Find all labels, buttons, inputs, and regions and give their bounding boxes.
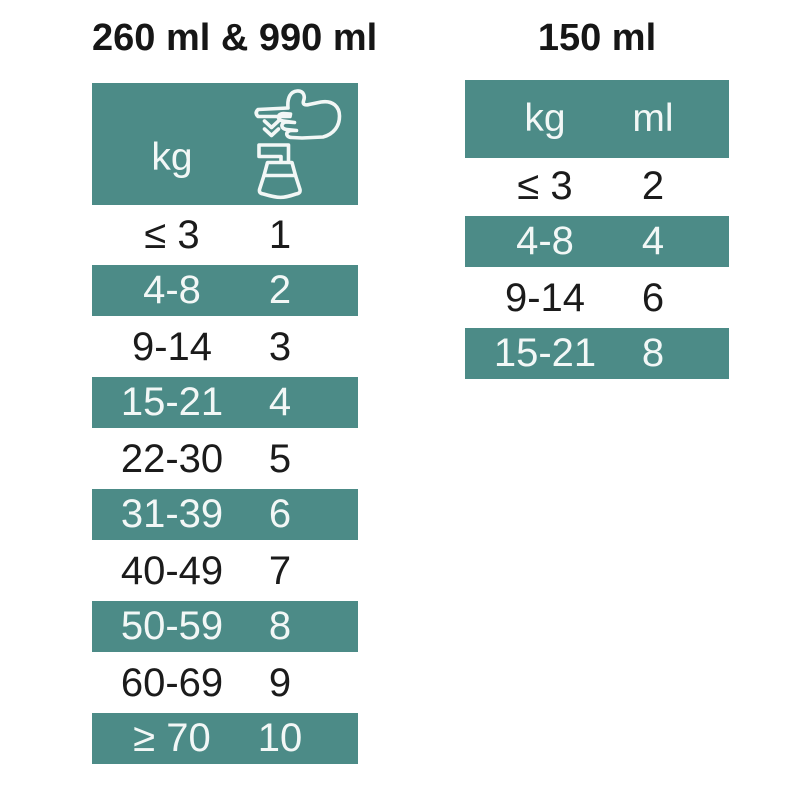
- kg-range-cell: 31-39: [120, 492, 224, 536]
- kg-range-cell: 9-14: [131, 324, 213, 369]
- bottle-shoulder: [257, 173, 302, 200]
- kg-column-header: kg: [524, 97, 566, 140]
- kg-range-cell: 4-8: [516, 219, 574, 263]
- doses-cell: 8: [268, 604, 292, 648]
- table-row: ≤ 3 1: [92, 207, 358, 263]
- table-row: ≤ 3 2: [465, 158, 729, 214]
- doses-cell: 2: [268, 268, 292, 312]
- chevron-down-icon: [262, 119, 281, 138]
- doses-cell: 4: [268, 380, 292, 424]
- table-row: 4-8 4: [465, 214, 729, 270]
- left-table-title: 260 ml & 990 ml: [92, 17, 378, 59]
- doses-cell: 10: [257, 716, 303, 760]
- kg-range-cell: 60-69: [120, 660, 224, 705]
- table-row: 9-14 6: [465, 270, 729, 326]
- kg-range-cell: 22-30: [120, 436, 224, 481]
- dosing-table-260-990: kg ≤ 3 1 4-8 2: [92, 83, 358, 767]
- table-body: ≤ 3 2 4-8 4 9-14 6 15-21 8: [465, 158, 729, 382]
- doses-cell: 9: [268, 660, 292, 705]
- table-row: 50-59 8: [92, 599, 358, 655]
- table-row: 31-39 6: [92, 487, 358, 543]
- dosing-table-150: kg ml ≤ 3 2 4-8 4 9-14 6 15-21 8: [465, 80, 729, 382]
- kg-range-cell: 40-49: [120, 548, 224, 593]
- table-header: kg: [92, 83, 358, 205]
- kg-column-header: kg: [151, 136, 193, 179]
- table-row: 60-69 9: [92, 655, 358, 711]
- ml-cell: 6: [641, 275, 665, 320]
- doses-cell: 6: [268, 492, 292, 536]
- kg-range-cell: ≥ 70: [133, 716, 211, 760]
- kg-range-cell: 9-14: [504, 275, 586, 320]
- ml-cell: 8: [641, 331, 665, 375]
- press-pump-icon: [254, 89, 342, 200]
- kg-range-cell: 4-8: [143, 268, 201, 312]
- pump-spout: [257, 143, 291, 164]
- pointing-hand-icon: [254, 89, 342, 140]
- kg-range-cell: ≤ 3: [517, 163, 573, 208]
- table-row: ≥ 70 10: [92, 711, 358, 767]
- doses-cell: 1: [268, 212, 292, 257]
- table-row: 15-21 4: [92, 375, 358, 431]
- doses-cell: 3: [268, 324, 292, 369]
- doses-cell: 7: [268, 548, 292, 593]
- pump-collar: [262, 160, 298, 178]
- table-body: ≤ 3 1 4-8 2 9-14 3 15-21 4 22-30 5 31-39…: [92, 207, 358, 767]
- ml-cell: 2: [641, 163, 665, 208]
- table-row: 22-30 5: [92, 431, 358, 487]
- table-row: 40-49 7: [92, 543, 358, 599]
- right-table-title: 150 ml: [537, 17, 657, 59]
- kg-range-cell: 15-21: [493, 331, 597, 375]
- table-row: 4-8 2: [92, 263, 358, 319]
- doses-cell: 5: [268, 436, 292, 481]
- ml-cell: 4: [641, 219, 665, 263]
- ml-column-header: ml: [632, 97, 674, 140]
- kg-range-cell: ≤ 3: [144, 212, 200, 257]
- kg-range-cell: 50-59: [120, 604, 224, 648]
- table-header: kg ml: [465, 80, 729, 158]
- table-row: 9-14 3: [92, 319, 358, 375]
- table-row: 15-21 8: [465, 326, 729, 382]
- kg-range-cell: 15-21: [120, 380, 224, 424]
